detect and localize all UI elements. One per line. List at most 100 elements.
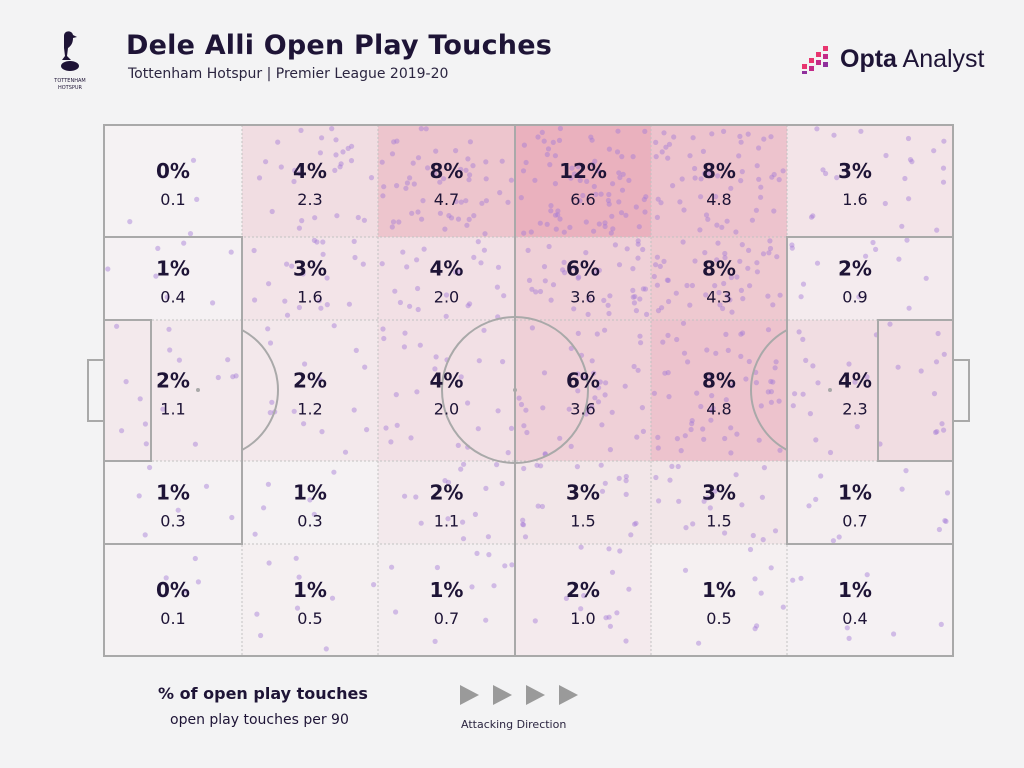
touch-dot — [494, 462, 500, 468]
touch-dot — [389, 224, 395, 230]
touch-dot — [769, 174, 775, 180]
touch-dot — [421, 246, 427, 252]
touch-dot — [252, 531, 258, 537]
touch-dot — [609, 213, 615, 219]
touch-dot — [705, 216, 711, 222]
touch-dot — [684, 282, 690, 289]
touch-dot — [680, 320, 687, 326]
touch-dot — [544, 151, 550, 158]
touch-dot — [362, 364, 368, 370]
touch-dot — [737, 133, 743, 139]
touch-dot — [633, 204, 639, 210]
touch-dot — [442, 226, 448, 232]
touch-dot — [708, 417, 714, 423]
touch-dot — [606, 614, 612, 620]
touch-dot — [389, 151, 396, 157]
touch-dot — [612, 242, 619, 248]
touch-dot — [320, 239, 326, 245]
touch-dot — [521, 465, 527, 472]
touch-dot — [572, 265, 578, 271]
cell-per90-label: 0.4 — [842, 609, 867, 628]
touch-dot — [300, 271, 306, 277]
touch-dot — [756, 176, 762, 182]
touch-dot — [639, 405, 646, 411]
touch-dot — [332, 167, 338, 173]
touch-dot — [548, 297, 554, 303]
touch-dot — [727, 297, 733, 303]
touch-dot — [296, 170, 303, 176]
touch-dot — [254, 611, 260, 617]
touch-dot — [704, 347, 710, 353]
touch-dot — [594, 331, 600, 337]
touch-dot — [317, 150, 323, 156]
touch-dot — [756, 145, 762, 151]
touch-dot — [602, 480, 608, 486]
touch-dot — [754, 269, 761, 275]
touch-dot — [918, 368, 924, 374]
touch-dot — [400, 249, 406, 255]
touch-dot — [432, 638, 438, 645]
heat-cell — [651, 320, 787, 461]
touch-dot — [407, 175, 413, 181]
touch-dot — [501, 293, 507, 299]
touch-dot — [941, 351, 947, 357]
touch-dot — [607, 447, 614, 453]
attacking-direction-label: Attacking Direction — [461, 718, 567, 731]
touch-dot — [899, 486, 905, 492]
touch-dot — [595, 168, 601, 174]
touch-dot — [657, 263, 663, 269]
heat-cell — [787, 125, 953, 237]
touch-dot — [772, 365, 778, 371]
touch-dot — [698, 403, 704, 410]
touch-dot — [614, 149, 621, 155]
touch-dot — [192, 441, 198, 447]
touch-dot — [598, 191, 604, 197]
touch-dot — [870, 239, 876, 246]
touch-dot — [682, 567, 689, 573]
touch-dot — [566, 406, 572, 412]
touch-dot — [602, 327, 608, 333]
touch-dot — [754, 623, 760, 629]
touch-dot — [192, 555, 198, 562]
touch-dot — [597, 379, 603, 385]
touch-dot — [418, 520, 424, 526]
heat-cell — [787, 461, 953, 544]
touch-dot — [433, 148, 439, 154]
cell-percent-label: 2% — [566, 578, 600, 602]
touch-dot — [437, 210, 443, 216]
touch-dot — [750, 532, 756, 539]
touch-dot — [318, 305, 324, 311]
touch-dot — [768, 378, 774, 385]
touch-dot — [401, 344, 407, 350]
touch-dot — [441, 176, 447, 182]
touch-dot — [442, 478, 448, 484]
touch-dot — [739, 169, 745, 175]
touch-dot — [190, 157, 197, 163]
touch-dot — [653, 154, 659, 160]
touch-dot — [796, 329, 802, 335]
touch-dot — [403, 185, 409, 191]
touch-dot — [780, 168, 786, 174]
touch-dot — [589, 358, 595, 364]
touch-dot — [394, 138, 400, 144]
touch-dot — [453, 148, 459, 154]
touch-dot — [338, 161, 344, 167]
touch-dot — [317, 377, 323, 383]
touch-dot — [734, 431, 740, 437]
touch-dot — [765, 327, 772, 333]
touch-dot — [663, 144, 669, 150]
touch-dot — [470, 163, 476, 169]
touch-dot — [561, 259, 567, 265]
cell-percent-label: 3% — [838, 159, 872, 183]
touch-dot — [408, 435, 414, 441]
touch-dot — [460, 519, 466, 525]
touch-dot — [393, 609, 399, 615]
touch-dot — [631, 363, 637, 370]
touch-dot — [738, 139, 744, 145]
touch-dot — [497, 190, 503, 196]
touch-dot — [415, 306, 421, 313]
touch-dot — [689, 418, 695, 424]
touch-dot — [556, 137, 563, 143]
touch-dot — [537, 288, 544, 295]
touch-dot — [402, 493, 408, 499]
